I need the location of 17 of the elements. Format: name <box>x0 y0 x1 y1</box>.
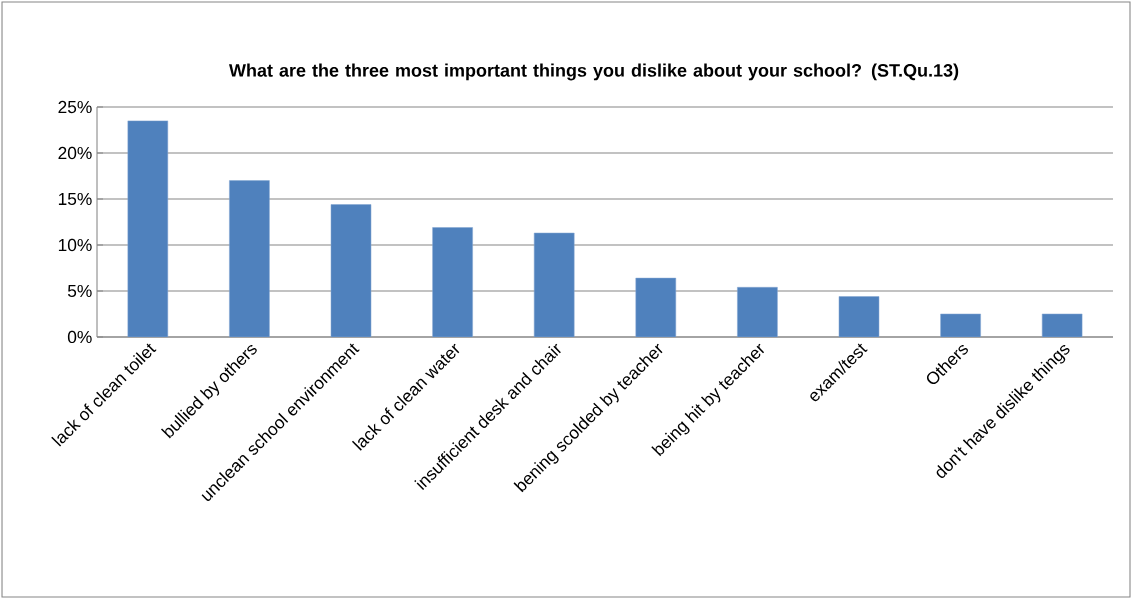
y-tick-label: 10% <box>58 238 92 252</box>
y-tick-label: 15% <box>58 192 92 206</box>
y-tick-label: 25% <box>58 100 92 114</box>
bar <box>838 296 880 337</box>
bar <box>229 180 270 337</box>
bar <box>940 313 981 337</box>
y-tick-label: 0% <box>67 330 92 344</box>
y-tick-label: 20% <box>58 146 92 160</box>
chart-title: What are the three most important things you dislike about your school? (ST.Qu.13) <box>229 63 959 81</box>
bar <box>533 232 575 337</box>
y-tick-label: 5% <box>67 284 92 298</box>
bar <box>635 277 677 337</box>
bar <box>737 287 778 337</box>
bar <box>1041 313 1083 337</box>
bar <box>432 227 473 337</box>
bar <box>127 120 169 337</box>
bar <box>330 204 372 337</box>
